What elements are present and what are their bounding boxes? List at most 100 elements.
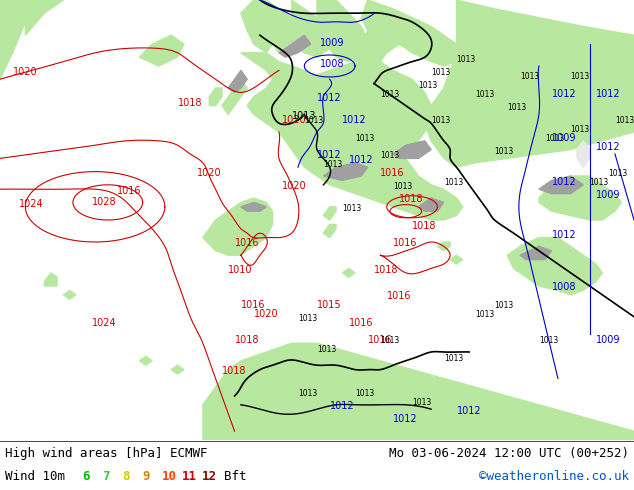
Text: 1013: 1013: [342, 204, 361, 213]
Text: 1013: 1013: [355, 134, 374, 143]
Polygon shape: [437, 242, 450, 251]
Polygon shape: [292, 0, 336, 57]
Text: Mo 03-06-2024 12:00 UTC (00+252): Mo 03-06-2024 12:00 UTC (00+252): [389, 446, 629, 460]
Text: 6: 6: [82, 469, 89, 483]
Text: 9: 9: [142, 469, 150, 483]
Text: 1020: 1020: [282, 181, 307, 191]
Polygon shape: [222, 79, 247, 114]
Polygon shape: [279, 35, 311, 57]
Text: 1013: 1013: [292, 111, 316, 121]
Text: 1012: 1012: [552, 177, 576, 187]
Text: 1016: 1016: [393, 239, 418, 248]
Text: 1020: 1020: [197, 168, 221, 178]
Text: 1018: 1018: [178, 98, 202, 108]
Text: 12: 12: [202, 469, 217, 483]
Text: 1016: 1016: [235, 239, 259, 248]
Text: 1012: 1012: [596, 89, 621, 99]
Text: 1013: 1013: [412, 398, 431, 407]
Text: 1020: 1020: [254, 309, 278, 319]
Text: 1013: 1013: [393, 182, 412, 191]
Text: 1010: 1010: [228, 265, 253, 275]
Polygon shape: [203, 198, 273, 255]
Polygon shape: [228, 71, 247, 93]
Polygon shape: [520, 246, 552, 260]
Text: 1013: 1013: [380, 336, 399, 345]
Polygon shape: [342, 269, 355, 277]
Text: 1012: 1012: [330, 401, 354, 411]
Text: 1013: 1013: [323, 160, 342, 169]
Text: 1013: 1013: [571, 125, 590, 134]
Text: 1013: 1013: [304, 116, 323, 125]
Polygon shape: [171, 365, 184, 374]
Text: 11: 11: [182, 469, 197, 483]
Polygon shape: [349, 0, 463, 66]
Text: 1013: 1013: [615, 116, 634, 125]
Text: 1018: 1018: [235, 335, 259, 345]
Text: 1013: 1013: [298, 389, 317, 398]
Text: 1016: 1016: [349, 318, 373, 328]
Polygon shape: [425, 0, 634, 167]
Text: 1020: 1020: [13, 67, 37, 77]
Text: 1008: 1008: [320, 59, 345, 69]
Text: 1028: 1028: [93, 196, 117, 207]
Text: 1016: 1016: [387, 291, 411, 301]
Text: 1013: 1013: [444, 354, 463, 363]
Text: 1012: 1012: [317, 93, 342, 103]
Text: 1016: 1016: [380, 168, 405, 178]
Polygon shape: [44, 273, 57, 286]
Polygon shape: [323, 207, 336, 220]
Polygon shape: [418, 198, 444, 211]
Text: 1013: 1013: [317, 345, 336, 354]
Polygon shape: [0, 0, 38, 79]
Polygon shape: [209, 88, 222, 106]
Text: 8: 8: [122, 469, 129, 483]
Polygon shape: [539, 176, 621, 220]
Text: 1013: 1013: [380, 151, 399, 160]
Polygon shape: [203, 343, 634, 440]
Text: 1012: 1012: [596, 142, 621, 151]
Text: 10: 10: [162, 469, 177, 483]
Text: 1012: 1012: [393, 415, 418, 424]
Polygon shape: [539, 176, 583, 194]
Text: 1012: 1012: [552, 230, 576, 240]
Text: 1024: 1024: [19, 199, 44, 209]
Text: 1013: 1013: [456, 54, 476, 64]
Polygon shape: [450, 255, 463, 264]
Polygon shape: [323, 163, 368, 180]
Text: 1013: 1013: [495, 147, 514, 156]
Text: 1009: 1009: [552, 133, 576, 143]
Text: 1013: 1013: [520, 72, 539, 81]
Polygon shape: [393, 141, 431, 158]
Text: 1018: 1018: [374, 265, 399, 275]
Text: 1013: 1013: [507, 103, 526, 112]
Text: 1013: 1013: [495, 301, 514, 310]
Polygon shape: [139, 35, 184, 66]
Text: 1016: 1016: [368, 335, 392, 345]
Polygon shape: [577, 141, 590, 167]
Text: 1015: 1015: [317, 300, 342, 310]
Polygon shape: [241, 0, 298, 53]
Text: 1012: 1012: [349, 155, 373, 165]
Text: 1020: 1020: [282, 115, 307, 125]
Text: 1009: 1009: [596, 335, 621, 345]
Text: 1013: 1013: [380, 90, 399, 99]
Text: 1018: 1018: [222, 366, 247, 376]
Text: 1013: 1013: [418, 81, 437, 90]
Text: 1012: 1012: [552, 89, 576, 99]
Polygon shape: [241, 53, 463, 220]
Text: 1009: 1009: [596, 190, 621, 200]
Text: Wind 10m: Wind 10m: [5, 469, 65, 483]
Polygon shape: [323, 224, 336, 238]
Text: 1016: 1016: [241, 300, 266, 310]
Polygon shape: [507, 238, 602, 295]
Text: 1013: 1013: [355, 389, 374, 398]
Text: High wind areas [hPa] ECMWF: High wind areas [hPa] ECMWF: [5, 446, 207, 460]
Text: 1018: 1018: [412, 221, 437, 231]
Text: 1013: 1013: [444, 178, 463, 187]
Text: 1013: 1013: [590, 178, 609, 187]
Text: 1016: 1016: [117, 186, 142, 196]
Text: 1012: 1012: [342, 115, 367, 125]
Text: 1013: 1013: [476, 310, 495, 319]
Text: 1024: 1024: [92, 318, 117, 328]
Text: 1012: 1012: [317, 150, 342, 160]
